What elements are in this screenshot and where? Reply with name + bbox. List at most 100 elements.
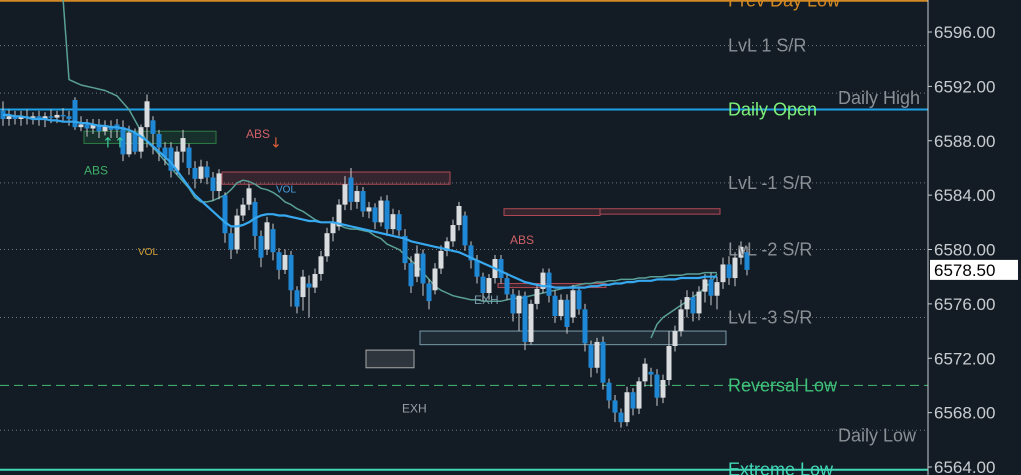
- annotation-label: ABS: [510, 233, 534, 247]
- candle-body: [528, 303, 534, 342]
- price-axis[interactable]: 6596.00 6592.00 6588.00 6584.00 6580.00 6576.…: [927, 0, 1021, 475]
- zones: [83, 130, 727, 369]
- candle-body: [84, 124, 90, 129]
- tick-label: 6584.00: [934, 186, 995, 205]
- candle-body: [192, 167, 198, 179]
- candle-body: [438, 250, 444, 269]
- zone-box: [503, 208, 601, 217]
- candle-body: [144, 101, 150, 128]
- candle-body: [576, 290, 582, 310]
- tick-label: 6564.00: [934, 458, 995, 475]
- candle-body: [324, 233, 330, 257]
- candle-body: [594, 341, 600, 368]
- tick-label: 6592.00: [934, 77, 995, 96]
- candle-body: [102, 125, 108, 132]
- candle-body: [234, 215, 240, 250]
- arrow-up-icon: ↑: [114, 136, 126, 152]
- candle-body: [246, 188, 252, 205]
- level-label: Extreme Low: [728, 460, 834, 475]
- candle-body: [96, 124, 102, 132]
- candle-body: [120, 127, 126, 155]
- candle-body: [612, 400, 618, 413]
- candle-body: [258, 235, 264, 258]
- annotations: ABS ABS VOL VOL ABS EXH EXH ↓ ↑ ↑: [84, 127, 534, 416]
- candle-body: [642, 363, 648, 382]
- candle-body: [558, 299, 564, 317]
- level-label: Prev Day Low: [728, 0, 841, 11]
- candle-body: [396, 214, 402, 231]
- candle-body: [282, 254, 288, 270]
- zone-box: [365, 349, 415, 369]
- candle-body: [294, 290, 300, 307]
- candle-body: [684, 297, 690, 310]
- candle-body: [474, 260, 480, 277]
- candle-body: [564, 299, 570, 327]
- annotation-label: VOL: [138, 247, 158, 258]
- candle-body: [354, 191, 360, 202]
- zone-box: [599, 208, 721, 215]
- tick-label: 6580.00: [934, 241, 995, 260]
- candle-body: [570, 290, 576, 318]
- candle-body: [534, 288, 540, 304]
- candle-body: [456, 206, 462, 226]
- candle-body: [174, 151, 180, 171]
- annotation-label: EXH: [474, 293, 499, 307]
- candle-body: [348, 177, 354, 202]
- vwap: [3, 113, 717, 289]
- zone-box: [221, 171, 451, 185]
- candle-body: [372, 207, 378, 223]
- candle-body: [264, 222, 270, 250]
- candle-body: [660, 380, 666, 398]
- candle-body: [90, 124, 96, 129]
- level-label: Reversal Low: [728, 375, 838, 395]
- candle-body: [510, 294, 516, 314]
- candle-body: [666, 346, 672, 380]
- candle-body: [618, 412, 624, 423]
- candle-body: [342, 184, 348, 205]
- candle-body: [138, 127, 144, 152]
- candle-body: [450, 225, 456, 242]
- tick-label: 6572.00: [934, 349, 995, 368]
- price-axis-background: [928, 0, 1021, 475]
- tick-label: 6568.00: [934, 404, 995, 423]
- candle-body: [288, 254, 294, 291]
- last-price-badge: [930, 259, 1018, 280]
- level-label: Daily Open: [728, 99, 817, 119]
- candle-body: [330, 222, 336, 234]
- candle-body: [708, 279, 714, 296]
- candle-body: [168, 147, 174, 171]
- candle-body: [696, 291, 702, 314]
- candle-body: [702, 279, 708, 292]
- level-label: LvL -2 S/R: [728, 240, 812, 260]
- annotation-label: ABS: [246, 127, 270, 141]
- candle-body: [66, 116, 72, 119]
- candle-body: [678, 309, 684, 332]
- candle-body: [228, 233, 234, 250]
- candle-body: [210, 177, 216, 192]
- candle-body: [162, 147, 168, 158]
- tick-label: 6588.00: [934, 132, 995, 151]
- candle-body: [222, 195, 228, 234]
- vwap-line: [3, 113, 717, 289]
- candle-body: [648, 371, 654, 375]
- candle-body: [420, 253, 426, 284]
- candle-body: [516, 295, 522, 314]
- candle-body: [36, 116, 42, 119]
- candle-body: [78, 124, 84, 128]
- candle-body: [426, 283, 432, 302]
- candle-body: [30, 116, 36, 118]
- arrow-up-icon: ↑: [102, 136, 114, 152]
- candle-body: [378, 200, 384, 223]
- candle-body: [672, 331, 678, 347]
- candle-body: [414, 253, 420, 277]
- candle-body: [318, 256, 324, 274]
- candle-body: [18, 116, 24, 119]
- level-label: LvL 1 S/R: [728, 36, 806, 56]
- candle-body: [624, 392, 630, 423]
- level-label: Daily Low: [838, 425, 917, 445]
- candle-body: [48, 116, 54, 118]
- candle-body: [6, 116, 12, 119]
- candle-body: [408, 263, 414, 287]
